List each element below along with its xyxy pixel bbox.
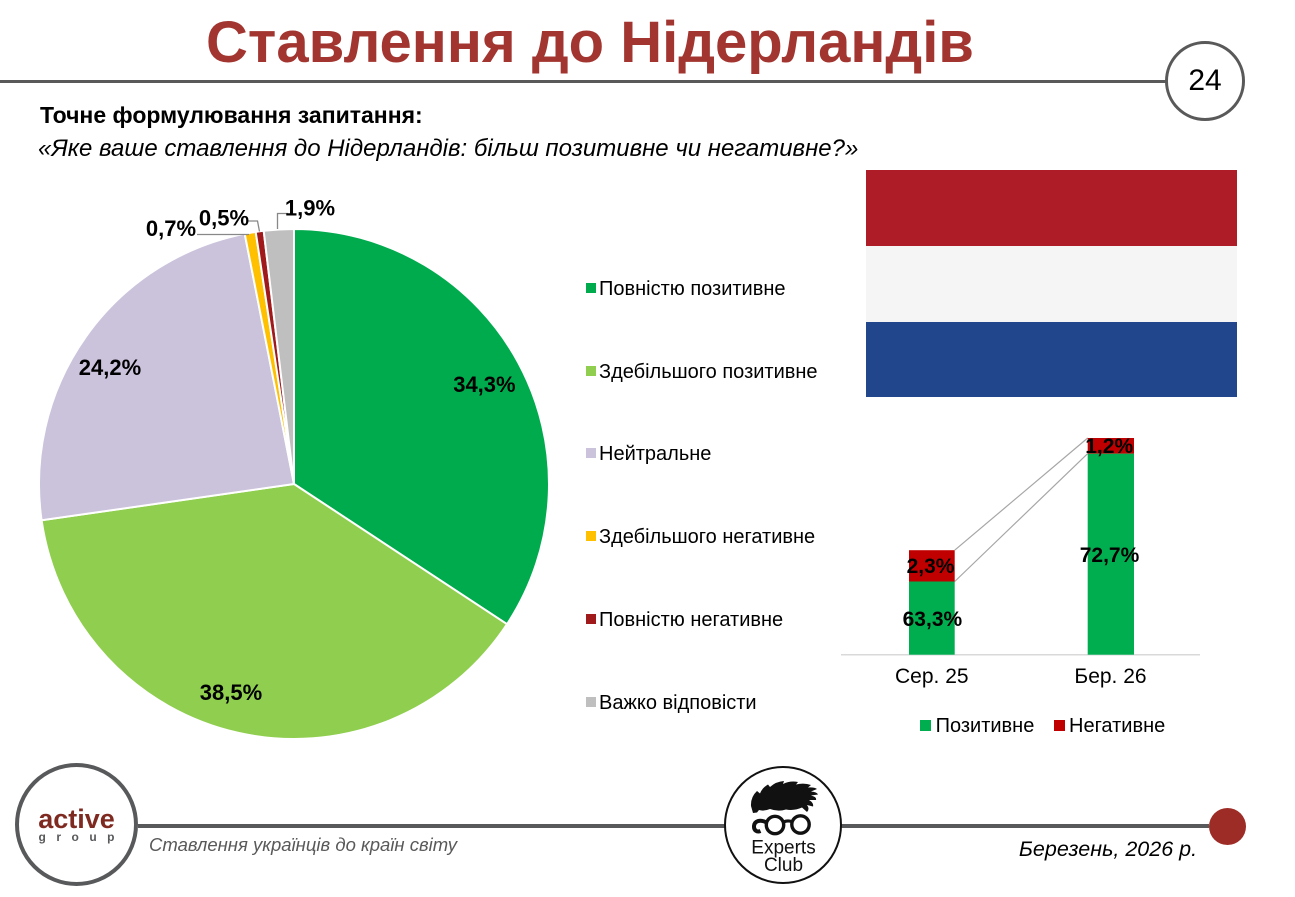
svg-text:Сер. 25: Сер. 25 xyxy=(895,665,969,688)
svg-text:Club: Club xyxy=(764,855,803,876)
svg-text:Негативне: Негативне xyxy=(1069,715,1165,737)
svg-text:0,7%: 0,7% xyxy=(146,216,196,241)
svg-text:24,2%: 24,2% xyxy=(79,355,141,380)
svg-text:Позитивне: Позитивне xyxy=(936,715,1035,737)
svg-text:72,7%: 72,7% xyxy=(1080,544,1140,567)
svg-text:1,9%: 1,9% xyxy=(285,196,335,221)
svg-text:Бер. 26: Бер. 26 xyxy=(1074,665,1146,688)
svg-text:63,3%: 63,3% xyxy=(903,608,963,631)
svg-text:Experts: Experts xyxy=(751,838,815,859)
svg-text:34,3%: 34,3% xyxy=(453,372,515,397)
svg-text:0,5%: 0,5% xyxy=(199,206,249,231)
svg-text:2,3%: 2,3% xyxy=(907,555,955,578)
svg-text:1,2%: 1,2% xyxy=(1085,435,1133,458)
svg-text:38,5%: 38,5% xyxy=(200,680,262,705)
